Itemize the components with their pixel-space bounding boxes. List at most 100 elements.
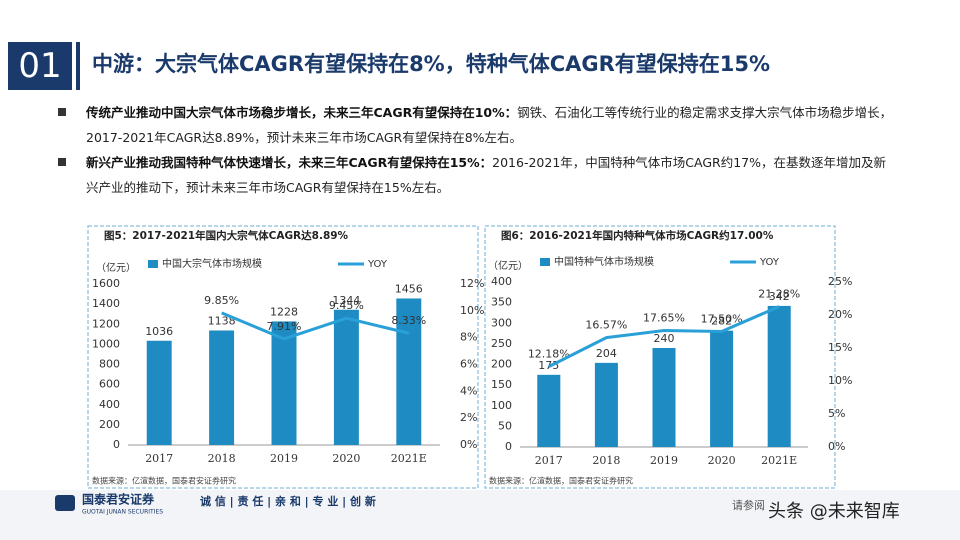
slide-title: 中游：大宗气体CAGR有望保持在8%，特种气体CAGR有望保持在15% [92, 52, 771, 76]
y-tick-label: 1000 [92, 337, 120, 350]
y2-tick-label: 20% [828, 308, 852, 321]
legend-swatch [540, 258, 550, 266]
logo [55, 495, 75, 511]
source: 数据来源：亿渲数据，国泰君安证券研究 [489, 476, 633, 486]
y-tick-label: 50 [498, 419, 512, 432]
y-tick-label: 350 [491, 296, 512, 309]
y-tick-label: 1400 [92, 297, 120, 310]
panel [484, 225, 836, 489]
legend-label: YOY [367, 259, 388, 270]
line-label: 17.50% [701, 313, 743, 326]
y-tick-label: 600 [99, 378, 120, 391]
line-label: 7.91% [267, 320, 302, 333]
y2-tick-label: 6% [460, 358, 477, 371]
x-tick-label: 2020 [332, 452, 360, 465]
line-label: 17.65% [643, 312, 685, 325]
chart-title: 图6：2016-2021年国内特种气体市场CAGR约17.00% [501, 229, 774, 242]
line-label: 8.33% [391, 314, 426, 327]
y-tick-label: 1200 [92, 317, 120, 330]
footer-band [0, 490, 960, 540]
y-tick-label: 800 [99, 358, 120, 371]
bar [537, 374, 561, 447]
bar [396, 298, 422, 445]
y2-tick-label: 25% [828, 275, 852, 288]
motto: 诚 信 | 责 任 | 亲 和 | 专 业 | 创 新 [200, 494, 376, 508]
x-tick-label: 2018 [208, 452, 236, 465]
y-tick-label: 400 [99, 398, 120, 411]
bullet-list: 传统产业推动中国大宗气体市场稳步增长，未来三年CAGR有望保持在10%：钢铁、石… [58, 100, 898, 200]
x-tick-label: 2019 [270, 452, 298, 465]
chart-title: 图5：2017-2021年国内大宗气体CAGR达8.89% [104, 229, 349, 242]
line-label: 16.57% [585, 319, 627, 332]
company: 国泰君安证券 [82, 492, 155, 507]
y-tick-label: 400 [491, 275, 512, 288]
y-tick-label: 100 [491, 399, 512, 412]
y-tick-label: 0 [505, 440, 512, 453]
bar-label: 1344 [332, 294, 360, 307]
bar-label: 240 [654, 332, 675, 345]
y-axis-label: （亿元） [96, 261, 136, 274]
bar [333, 309, 359, 445]
y-tick-label: 300 [491, 316, 512, 329]
line [221, 311, 410, 341]
x-tick-label: 2021E [761, 454, 797, 467]
line-label: 9.85% [204, 294, 239, 307]
bar [710, 330, 734, 447]
bar [594, 362, 618, 447]
bullet-bold: 新兴产业推动我国特种气体快速增长，未来三年CAGR有望保持在15%： [86, 155, 493, 170]
legend-swatch [148, 260, 158, 268]
legend-label: YOY [759, 257, 780, 268]
bar [209, 330, 235, 445]
source: 数据来源：亿渲数据，国泰君安证券研究 [92, 476, 236, 486]
x-tick-label: 2017 [535, 454, 563, 467]
x-tick-label: 2019 [650, 454, 678, 467]
y-tick-label: 250 [491, 337, 512, 350]
y2-tick-label: 10% [828, 374, 852, 387]
y2-tick-label: 10% [460, 304, 484, 317]
x-tick-label: 2021E [391, 452, 427, 465]
y2-tick-label: 0% [460, 438, 477, 451]
bar-label: 1036 [145, 325, 173, 338]
y2-tick-label: 5% [828, 407, 845, 420]
x-tick-label: 2020 [708, 454, 736, 467]
bullet-text: 2016-2021年，中国特种气体市场CAGR约17%，在基数逐年增加及新兴产业… [86, 155, 887, 195]
y-tick-label: 200 [491, 358, 512, 371]
legend-label: 中国大宗气体市场规模 [162, 257, 262, 270]
header-bar [76, 42, 80, 90]
bar-label: 1228 [270, 305, 298, 318]
bar-label: 282 [711, 315, 732, 328]
watermark: 头条 @未来智库 [768, 501, 900, 522]
bar [146, 340, 172, 445]
y-axis-label: （亿元） [488, 259, 528, 272]
x-tick-label: 2017 [145, 452, 173, 465]
bar-label: 342 [769, 290, 790, 303]
bar-label: 204 [596, 347, 617, 360]
bar [652, 348, 676, 447]
bar-label: 1138 [208, 314, 236, 327]
y-tick-label: 150 [491, 378, 512, 391]
bar-label: 1456 [395, 282, 423, 295]
panel [87, 225, 479, 489]
line-label: 9.45% [329, 299, 364, 312]
legend-label: 中国特种气体市场规模 [554, 255, 654, 268]
section-number: 01 [8, 42, 72, 90]
x-tick-label: 2018 [592, 454, 620, 467]
company-en: GUOTAI JUNAN SECURITIES [82, 509, 163, 516]
y-tick-label: 0 [113, 438, 120, 451]
y2-tick-label: 15% [828, 341, 852, 354]
y-tick-label: 200 [99, 418, 120, 431]
line [548, 305, 780, 368]
y2-tick-label: 4% [460, 384, 477, 397]
y2-tick-label: 8% [460, 331, 477, 344]
bullet-text: 钢铁、石油化工等传统行业的稳定需求支撑大宗气体市场稳步增长，2017-2021年… [86, 105, 893, 145]
bullet-bold: 传统产业推动中国大宗气体市场稳步增长，未来三年CAGR有望保持在10%： [86, 105, 518, 120]
line-label: 21.28% [758, 288, 800, 301]
bullet: 新兴产业推动我国特种气体快速增长，未来三年CAGR有望保持在15%：2016-2… [58, 150, 898, 200]
note: 请参阅 [732, 498, 765, 512]
bar [767, 305, 791, 447]
y2-tick-label: 12% [460, 277, 484, 290]
bar [271, 321, 297, 445]
y2-tick-label: 2% [460, 411, 477, 424]
